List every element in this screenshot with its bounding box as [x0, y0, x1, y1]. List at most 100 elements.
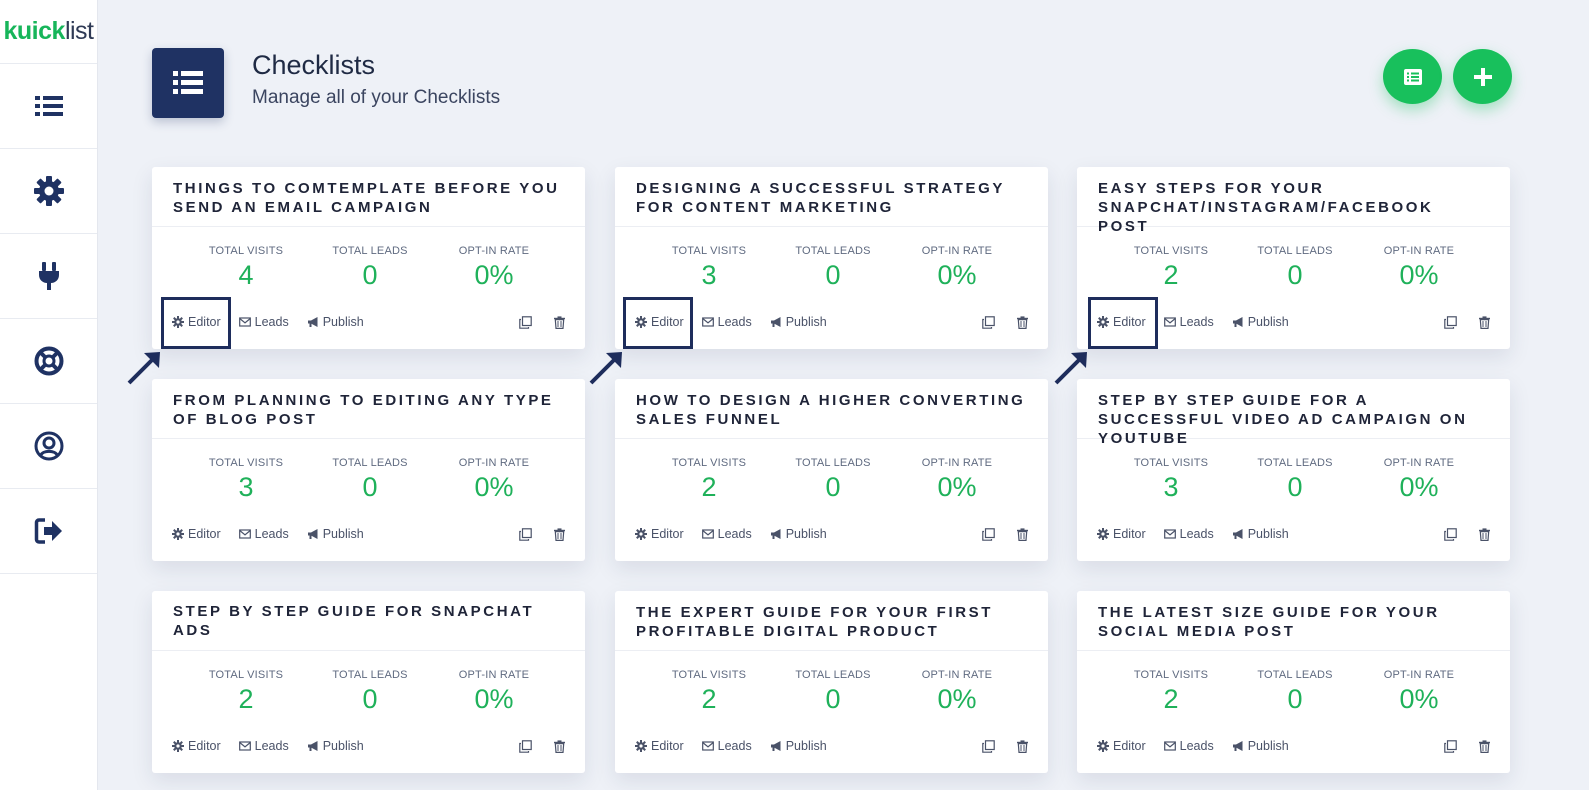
editor-label: Editor	[188, 527, 221, 541]
stat-label: OPT-IN RATE	[921, 669, 993, 681]
publish-button[interactable]: Publish	[1232, 739, 1289, 753]
envelope-icon	[701, 317, 714, 327]
editor-button[interactable]: Editor	[635, 739, 684, 753]
stat-label: TOTAL VISITS	[208, 245, 284, 257]
stat-label: TOTAL VISITS	[671, 669, 747, 681]
delete-button[interactable]	[1476, 314, 1492, 330]
publish-button[interactable]: Publish	[770, 739, 827, 753]
duplicate-button[interactable]	[517, 738, 533, 754]
stat-label: TOTAL VISITS	[208, 457, 284, 469]
editor-button[interactable]: Editor	[635, 315, 684, 329]
delete-button[interactable]	[551, 738, 567, 754]
publish-label: Publish	[322, 739, 364, 753]
plug-icon	[38, 262, 59, 290]
copy-icon	[981, 739, 995, 753]
visits-value: 2	[701, 684, 717, 714]
duplicate-button[interactable]	[980, 314, 996, 330]
card-actions: Editor Leads Publish	[635, 526, 1030, 542]
delete-button[interactable]	[1476, 526, 1492, 542]
card-title: THE EXPERT GUIDE FOR YOUR FIRST PROFITAB…	[636, 604, 994, 640]
stat-label: OPT-IN RATE	[1383, 245, 1455, 257]
delete-button[interactable]	[1014, 738, 1030, 754]
trash-icon	[1016, 527, 1028, 541]
bullhorn-icon	[770, 529, 781, 539]
duplicate-button[interactable]	[980, 526, 996, 542]
visits-value: 3	[1163, 472, 1179, 502]
sidebar-item-account[interactable]	[0, 404, 97, 489]
duplicate-button[interactable]	[980, 738, 996, 754]
stat-label: OPT-IN RATE	[1383, 669, 1455, 681]
editor-button[interactable]: Editor	[172, 527, 221, 541]
publish-label: Publish	[1247, 527, 1289, 541]
publish-button[interactable]: Publish	[307, 739, 364, 753]
leads-button[interactable]: Leads	[238, 315, 289, 329]
list-view-button[interactable]	[1383, 49, 1442, 104]
stat-total-visits: TOTAL VISITS 3	[1109, 457, 1233, 502]
leads-button[interactable]: Leads	[1163, 315, 1214, 329]
editor-button[interactable]: Editor	[1097, 315, 1146, 329]
gear-icon	[1097, 528, 1109, 540]
stat-optin-rate: OPT-IN RATE 0%	[895, 669, 1019, 714]
gear-icon	[635, 316, 647, 328]
delete-button[interactable]	[1014, 314, 1030, 330]
sidebar-item-settings[interactable]	[0, 149, 97, 234]
leads-button[interactable]: Leads	[701, 739, 752, 753]
checklist-card: HOW TO DESIGN A HIGHER CONVERTING SALES …	[615, 379, 1048, 561]
stat-label: TOTAL LEADS	[795, 245, 871, 257]
sidebar-item-logout[interactable]	[0, 489, 97, 574]
copy-icon	[1443, 315, 1457, 329]
duplicate-button[interactable]	[1442, 526, 1458, 542]
duplicate-button[interactable]	[517, 314, 533, 330]
card-stats: TOTAL VISITS 3 TOTAL LEADS 0 OPT-IN RATE…	[615, 245, 1048, 290]
card-title: EASY STEPS FOR YOUR SNAPCHAT/INSTAGRAM/F…	[1098, 180, 1434, 235]
publish-label: Publish	[1247, 739, 1289, 753]
publish-button[interactable]: Publish	[1232, 315, 1289, 329]
leads-button[interactable]: Leads	[238, 739, 289, 753]
leads-button[interactable]: Leads	[1163, 527, 1214, 541]
rate-value: 0%	[1399, 472, 1439, 502]
card-actions: Editor Leads Publish	[172, 738, 567, 754]
stat-label: TOTAL LEADS	[1257, 669, 1333, 681]
delete-button[interactable]	[1014, 526, 1030, 542]
leads-value: 0	[362, 684, 378, 714]
leads-button[interactable]: Leads	[238, 527, 289, 541]
gear-icon	[635, 740, 647, 752]
leads-button[interactable]: Leads	[701, 315, 752, 329]
publish-button[interactable]: Publish	[307, 527, 364, 541]
duplicate-button[interactable]	[517, 526, 533, 542]
stat-total-visits: TOTAL VISITS 4	[184, 245, 308, 290]
stat-total-visits: TOTAL VISITS 3	[647, 245, 771, 290]
editor-label: Editor	[651, 315, 684, 329]
editor-button[interactable]: Editor	[1097, 739, 1146, 753]
sidebar-item-checklists[interactable]	[0, 64, 97, 149]
editor-button[interactable]: Editor	[172, 739, 221, 753]
bullhorn-icon	[1232, 317, 1243, 327]
publish-button[interactable]: Publish	[770, 527, 827, 541]
delete-button[interactable]	[1476, 738, 1492, 754]
rate-value: 0%	[1399, 260, 1439, 290]
publish-button[interactable]: Publish	[770, 315, 827, 329]
sidebar-item-support[interactable]	[0, 319, 97, 404]
add-checklist-button[interactable]	[1453, 49, 1512, 104]
leads-label: Leads	[717, 739, 752, 753]
sidebar-item-integrations[interactable]	[0, 234, 97, 319]
editor-button[interactable]: Editor	[635, 527, 684, 541]
stat-label: TOTAL LEADS	[332, 245, 408, 257]
stat-label: TOTAL VISITS	[1133, 457, 1209, 469]
card-title: FROM PLANNING TO EDITING ANY TYPE OF BLO…	[173, 392, 554, 428]
publish-button[interactable]: Publish	[307, 315, 364, 329]
duplicate-button[interactable]	[1442, 314, 1458, 330]
delete-button[interactable]	[551, 314, 567, 330]
duplicate-button[interactable]	[1442, 738, 1458, 754]
publish-button[interactable]: Publish	[1232, 527, 1289, 541]
editor-button[interactable]: Editor	[172, 315, 221, 329]
card-stats: TOTAL VISITS 4 TOTAL LEADS 0 OPT-IN RATE…	[152, 245, 585, 290]
app-logo[interactable]: kuick list	[0, 0, 97, 64]
leads-button[interactable]: Leads	[1163, 739, 1214, 753]
editor-highlight-box	[623, 297, 693, 349]
copy-icon	[518, 527, 532, 541]
editor-button[interactable]: Editor	[1097, 527, 1146, 541]
envelope-icon	[701, 741, 714, 751]
leads-button[interactable]: Leads	[701, 527, 752, 541]
delete-button[interactable]	[551, 526, 567, 542]
